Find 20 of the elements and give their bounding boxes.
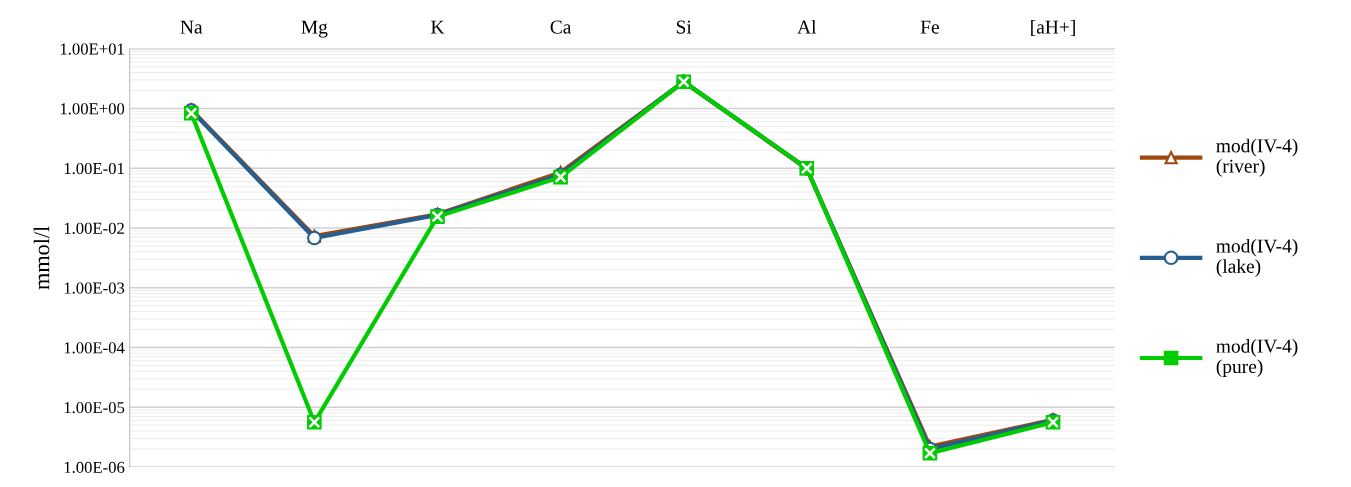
y-tick-label: 1.00E-01 — [64, 162, 124, 175]
x-tick-label: Al — [797, 19, 817, 34]
y-tick-label: 1.00E+00 — [60, 103, 125, 115]
y-tick-label: 1.00E+01 — [60, 43, 124, 55]
legend-label: mod(IV-4) (river) — [1216, 138, 1298, 177]
x-tick-label: [aH+] — [1031, 19, 1075, 37]
x-tick-label: Fe — [920, 20, 939, 34]
y-tick-label: 1.00E-02 — [64, 222, 124, 235]
y-tick-label: 1.00E-04 — [64, 342, 125, 354]
legend-label: mod(IV-4) (lake) — [1216, 238, 1298, 277]
x-tick-label: Na — [180, 20, 203, 34]
x-tick-label: Ca — [550, 20, 572, 34]
y-tick-label: 1.00E-06 — [64, 461, 125, 474]
legend-label: mod(IV-4) (pure) — [1216, 339, 1298, 378]
x-tick-label: Si — [676, 20, 692, 34]
y-tick-label: 1.00E-05 — [64, 401, 125, 414]
y-tick-label: 1.00E-03 — [64, 282, 125, 294]
y-axis-title: mmol/l — [33, 226, 50, 290]
x-tick-label: K — [431, 20, 445, 34]
x-tick-label: Mg — [301, 20, 328, 38]
